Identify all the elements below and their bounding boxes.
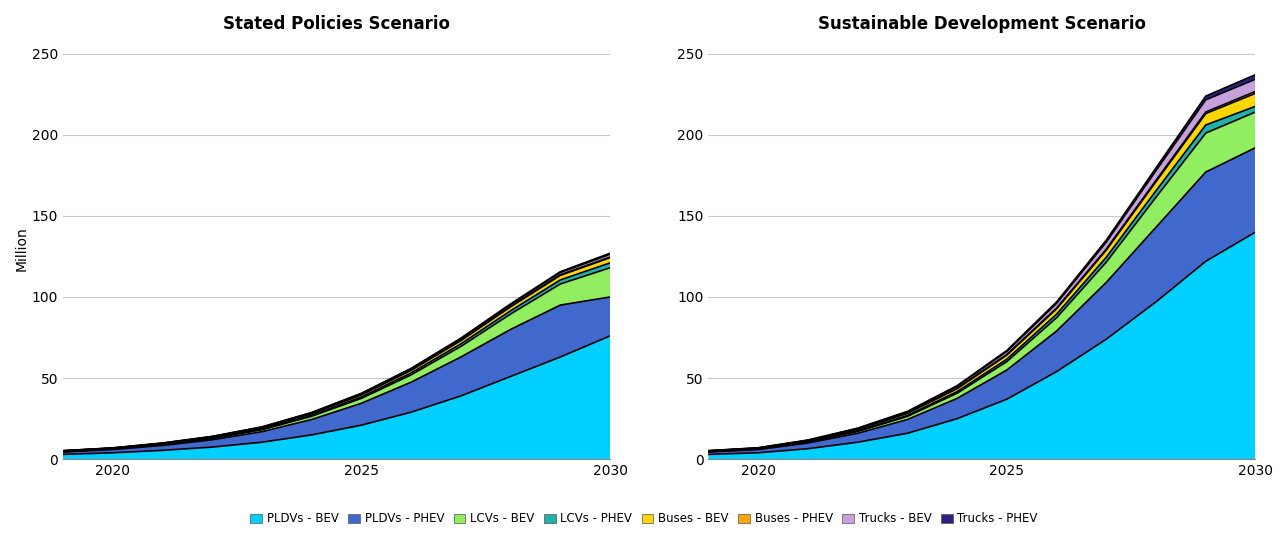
Title: Sustainable Development Scenario: Sustainable Development Scenario	[818, 15, 1146, 33]
Legend: PLDVs - BEV, PLDVs - PHEV, LCVs - BEV, LCVs - PHEV, Buses - BEV, Buses - PHEV, T: PLDVs - BEV, PLDVs - PHEV, LCVs - BEV, L…	[246, 508, 1042, 530]
Y-axis label: Million: Million	[15, 226, 30, 271]
Title: Stated Policies Scenario: Stated Policies Scenario	[223, 15, 450, 33]
